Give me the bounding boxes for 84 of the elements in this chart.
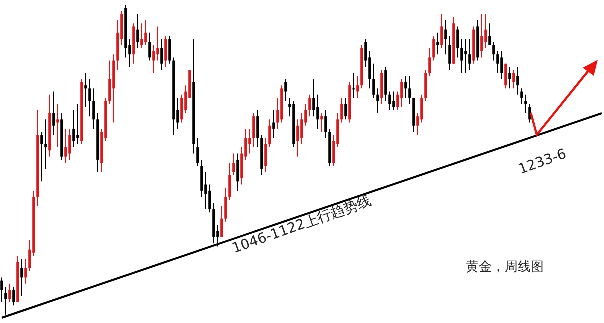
candlestick bbox=[428, 48, 432, 77]
candlestick bbox=[316, 94, 320, 130]
candlestick bbox=[248, 128, 252, 154]
candlestick bbox=[0, 277, 4, 303]
candlestick bbox=[324, 110, 328, 139]
candlestick bbox=[156, 26, 160, 62]
candlestick bbox=[468, 38, 472, 71]
candlestick bbox=[92, 88, 96, 130]
candlestick bbox=[68, 128, 72, 160]
candlestick bbox=[400, 78, 404, 108]
candlestick bbox=[308, 94, 312, 118]
candlestick bbox=[312, 78, 316, 118]
candlestick bbox=[224, 187, 228, 222]
candlestick bbox=[268, 119, 272, 148]
candlestick bbox=[180, 94, 184, 124]
candlestick bbox=[456, 26, 460, 58]
candlestick bbox=[8, 283, 12, 303]
candlestick bbox=[20, 258, 24, 297]
candlestick bbox=[252, 112, 256, 148]
candlestick bbox=[264, 138, 268, 173]
candlestick bbox=[108, 60, 112, 105]
candlestick bbox=[436, 32, 440, 56]
candlestick bbox=[152, 44, 156, 74]
candlestick bbox=[44, 119, 48, 170]
candlestick bbox=[256, 110, 260, 148]
candlestick bbox=[516, 66, 520, 96]
candlestick bbox=[72, 110, 76, 148]
candlestick bbox=[40, 132, 44, 182]
candlestick bbox=[196, 138, 200, 167]
candlestick bbox=[500, 50, 504, 80]
candlestick bbox=[320, 112, 324, 133]
candlestick bbox=[148, 32, 152, 62]
candlestick bbox=[340, 97, 344, 124]
candlestick bbox=[232, 153, 236, 176]
candlestick bbox=[352, 72, 356, 98]
candlestick bbox=[388, 91, 392, 111]
candlestick bbox=[272, 110, 276, 139]
candlestick bbox=[220, 206, 224, 238]
candlestick bbox=[76, 104, 80, 145]
candlestick bbox=[448, 35, 452, 71]
candlestick bbox=[228, 162, 232, 201]
candlestick bbox=[300, 112, 304, 145]
candlestick bbox=[144, 20, 148, 46]
candlestick bbox=[440, 14, 444, 49]
candlestick bbox=[64, 128, 68, 164]
candlestick bbox=[296, 119, 300, 158]
candlestick bbox=[488, 23, 492, 46]
candlestick bbox=[376, 88, 380, 114]
candlestick bbox=[372, 63, 376, 98]
candlestick bbox=[284, 78, 288, 102]
candlestick bbox=[208, 184, 212, 214]
candlestick bbox=[460, 38, 464, 74]
candlestick bbox=[404, 76, 408, 98]
candlestick bbox=[56, 104, 60, 148]
candlestick bbox=[492, 42, 496, 62]
candlestick bbox=[512, 70, 516, 90]
candlestick bbox=[88, 78, 92, 118]
candlestick bbox=[12, 286, 16, 306]
candlestick bbox=[236, 153, 240, 192]
candlestick bbox=[164, 35, 168, 68]
candlestick bbox=[136, 14, 140, 49]
candlestick bbox=[160, 38, 164, 71]
candlestick bbox=[392, 91, 396, 111]
candlestick bbox=[520, 88, 524, 105]
candlestick bbox=[24, 258, 28, 284]
candlestick bbox=[480, 14, 484, 58]
candlestick bbox=[504, 63, 508, 90]
candlestick bbox=[420, 94, 424, 124]
candlestick bbox=[140, 23, 144, 49]
candlestick bbox=[356, 76, 360, 98]
candlestick bbox=[344, 97, 348, 120]
candlestick bbox=[464, 38, 468, 74]
candlestick bbox=[444, 20, 448, 56]
candlestick bbox=[484, 14, 488, 49]
candlestick bbox=[84, 72, 88, 108]
candlestick bbox=[408, 76, 412, 105]
candlestick bbox=[524, 94, 528, 114]
candlestick bbox=[52, 91, 56, 136]
text: 黄金，周线图 bbox=[466, 259, 544, 276]
candlestick bbox=[432, 35, 436, 62]
candlestick bbox=[508, 66, 512, 90]
candlestick bbox=[496, 50, 500, 74]
candlestick bbox=[168, 35, 172, 64]
candlestick bbox=[4, 286, 8, 316]
